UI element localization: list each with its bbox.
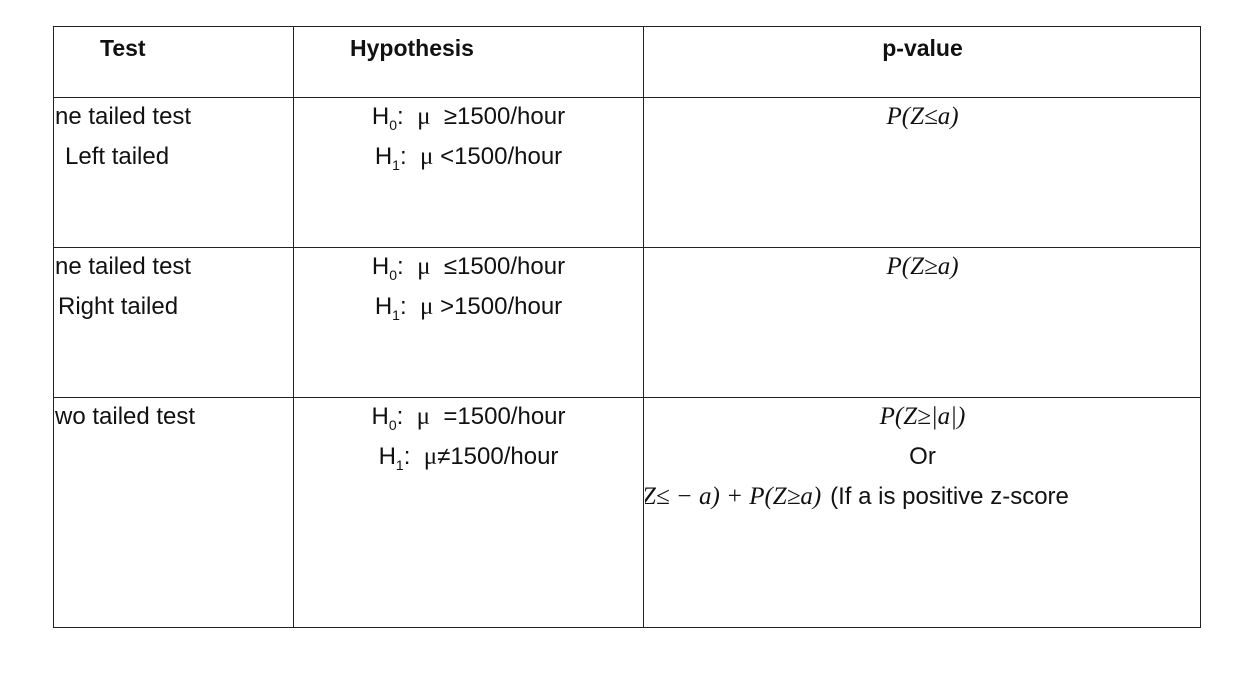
null-hypothesis: H0: μ =1500/hour [371,403,566,433]
column-divider-2 [643,27,644,627]
null-hypothesis: H0: μ ≥1500/hour [371,103,566,133]
column-divider-1 [293,27,294,627]
row-divider-1 [54,247,1200,248]
header-hypothesis: Hypothesis [350,35,474,61]
null-hypothesis: H0: μ ≤1500/hour [371,253,566,283]
test-type: ne tailed test [55,253,192,280]
header-pvalue: p-value [882,35,963,61]
test-type: ne tailed test [55,103,192,130]
table-row-1-test: ne tailed test Left tailed [55,97,292,246]
header-test: Test [100,35,146,61]
table-row-1-pvalue: P(Z≤a) [645,97,1200,246]
pvalue-note: (If a is positive z-score [830,483,1069,510]
table-row-3-test: wo tailed test [55,397,292,627]
pvalue-or: Or [909,443,936,470]
test-type: wo tailed test [55,403,196,430]
test-direction: Right tailed [58,293,179,320]
table-row-3-hypothesis: H0: μ =1500/hour H1: μ≠1500/hour [295,397,642,627]
alt-hypothesis: H1: μ <1500/hour [374,143,563,173]
alt-hypothesis: H1: μ >1500/hour [374,293,563,323]
pvalue-sum-formula: Z≤ − a) + P(Z≥a) [645,483,822,510]
hypothesis-table: Test Hypothesis p-value ne tailed test L… [53,26,1201,628]
table-row-2-pvalue: P(Z≥a) [645,247,1200,396]
row-divider-header [54,97,1200,98]
table-row-3-pvalue: P(Z≥|a|) Or Z≤ − a) + P(Z≥a) (If a is po… [645,397,1200,627]
pvalue-formula: P(Z≤a) [886,103,959,130]
alt-hypothesis: H1: μ≠1500/hour [378,443,559,473]
test-direction: Left tailed [65,143,170,170]
table-row-1-hypothesis: H0: μ ≥1500/hour H1: μ <1500/hour [295,97,642,246]
row-divider-2 [54,397,1200,398]
pvalue-formula: P(Z≥|a|) [879,403,966,430]
table-row-2-hypothesis: H0: μ ≤1500/hour H1: μ >1500/hour [295,247,642,396]
pvalue-formula: P(Z≥a) [886,253,959,280]
table-row-2-test: ne tailed test Right tailed [55,247,292,396]
pvalue-alternative: Z≤ − a) + P(Z≥a) (If a is positive z-sco… [645,477,1200,517]
